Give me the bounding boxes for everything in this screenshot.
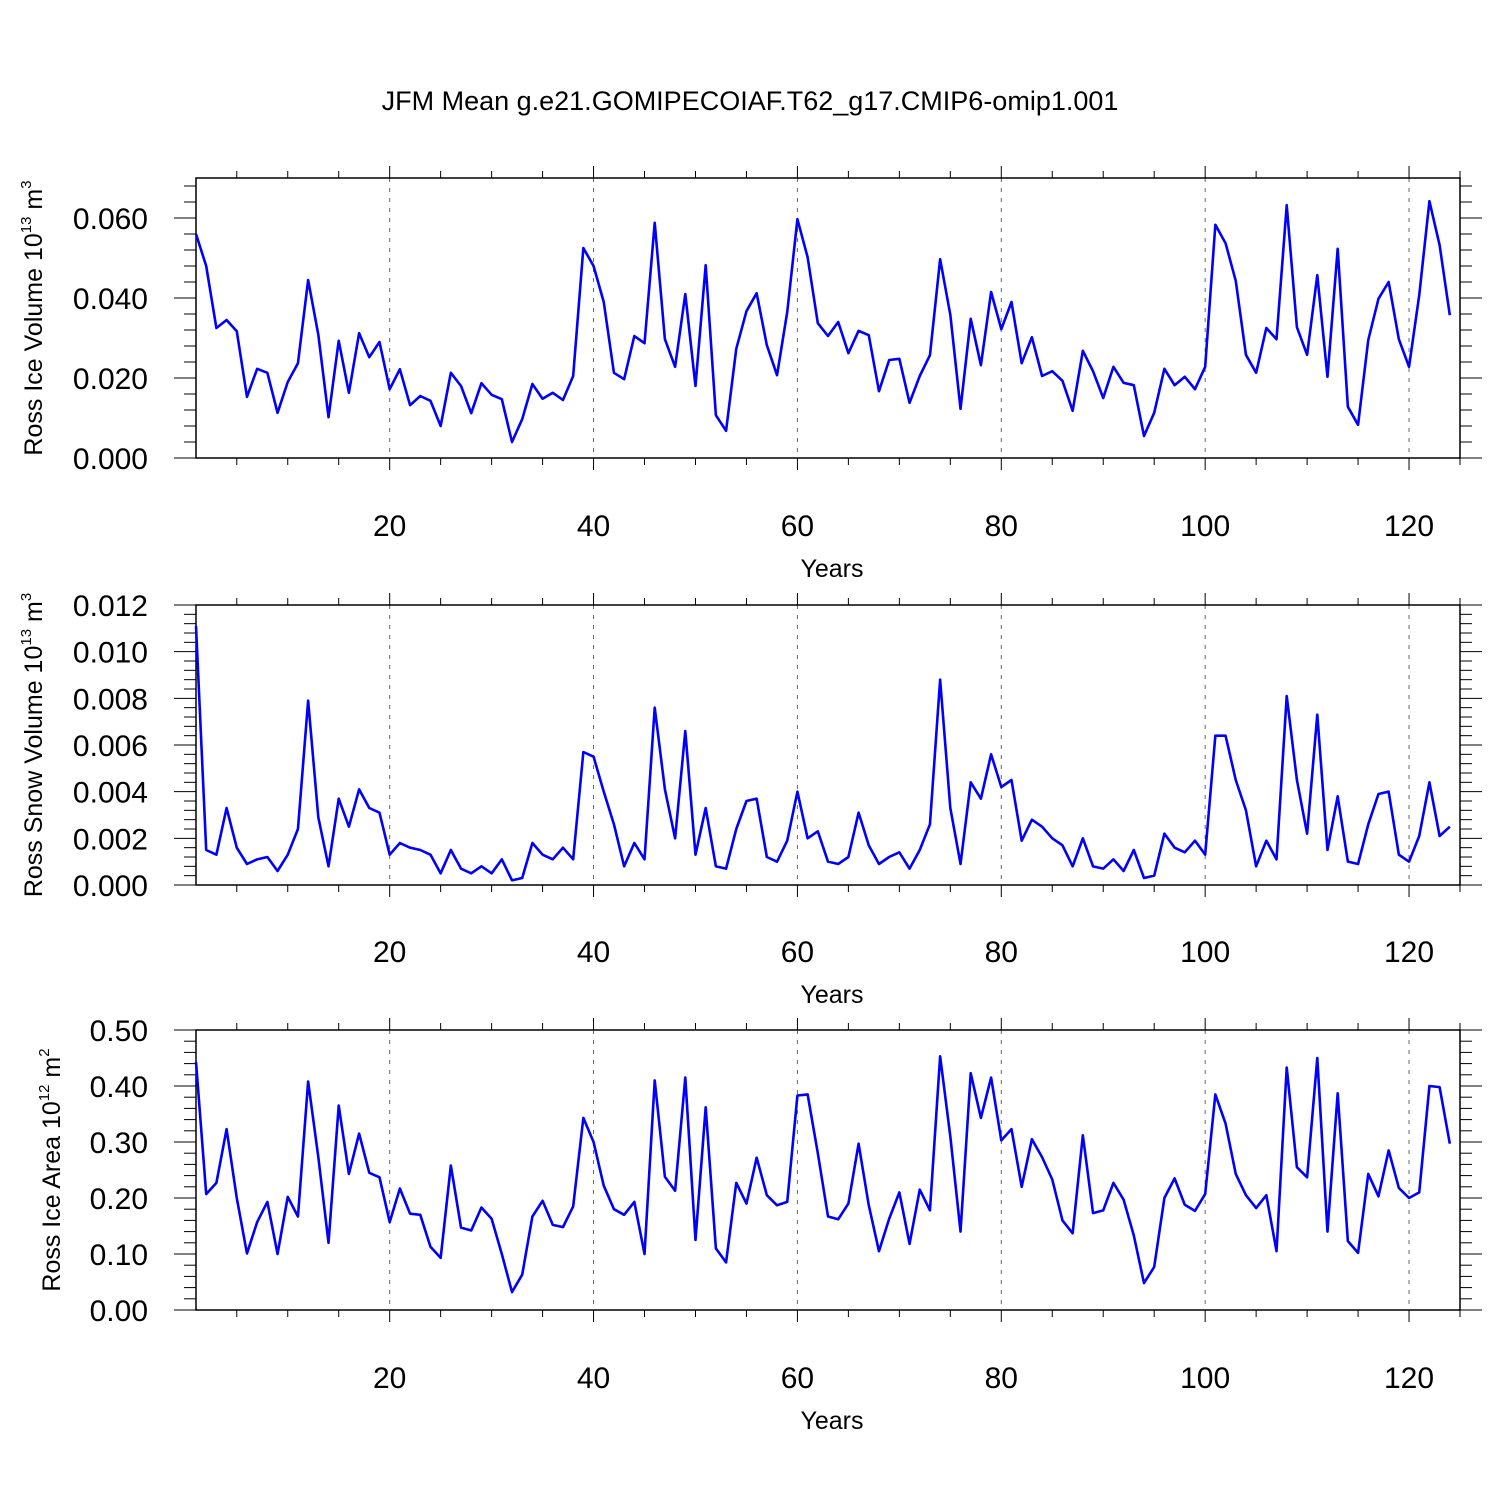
x-tick-label: 80: [985, 1362, 1018, 1395]
panel-2: 20 40 60 80 100 120 0.000 0.002 0.004 0.006 0.008 0…: [18, 590, 1482, 1009]
plot-frame: [195, 1029, 1461, 1311]
x-tick-label: 60: [781, 936, 814, 969]
y-tick-label: 0.004: [73, 777, 148, 810]
x-tick-label: 20: [373, 510, 406, 543]
y-tick-label: 0.008: [73, 683, 148, 716]
x-tick-label: 120: [1384, 936, 1434, 969]
y-tick-label: 0.020: [73, 363, 148, 396]
panel-1: 20 40 60 80 100 120 0.000 0.020 0.040 0.060 Years R…: [18, 166, 1482, 583]
x-tick-label: 120: [1384, 1362, 1434, 1395]
x-tick-label: 100: [1180, 936, 1230, 969]
x-tick-label: 40: [577, 936, 610, 969]
x-tick-label: 80: [985, 510, 1018, 543]
x-tick-label: 60: [781, 1362, 814, 1395]
y-tick-label: 0.012: [73, 590, 148, 623]
y-tick-label: 0.000: [73, 870, 148, 903]
x-tick-label: 40: [577, 1362, 610, 1395]
x-axis-label: Years: [800, 981, 863, 1009]
y-axis-label: Ross Ice Volume 1013 m3: [18, 180, 48, 455]
y-tick-label: 0.30: [90, 1127, 148, 1160]
series-line: [194, 1055, 1452, 1294]
y-tick-label: 0.040: [73, 283, 148, 316]
series-line: [194, 199, 1452, 444]
y-tick-label: 0.40: [90, 1071, 148, 1104]
x-tick-label: 120: [1384, 510, 1434, 543]
y-tick-label: 0.50: [90, 1015, 148, 1048]
y-tick-label: 0.00: [90, 1295, 148, 1328]
y-tick-label: 0.006: [73, 730, 148, 763]
y-tick-label: 0.10: [90, 1239, 148, 1272]
chart-title: JFM Mean g.e21.GOMIPECOIAF.T62_g17.CMIP6…: [381, 86, 1119, 116]
x-tick-label: 20: [373, 936, 406, 969]
x-axis-label: Years: [800, 1407, 863, 1435]
x-tick-label: 80: [985, 936, 1018, 969]
y-tick-label: 0.20: [90, 1183, 148, 1216]
x-tick-label: 20: [373, 1362, 406, 1395]
y-tick-label: 0.060: [73, 203, 148, 236]
x-tick-label: 60: [781, 510, 814, 543]
series-line: [194, 625, 1451, 882]
plot-frame: [195, 177, 1461, 459]
x-tick-label: 100: [1180, 1362, 1230, 1395]
x-tick-label: 40: [577, 510, 610, 543]
y-tick-label: 0.000: [73, 443, 148, 476]
y-axis-label: Ross Ice Area 1012 m2: [36, 1048, 66, 1291]
x-tick-label: 100: [1180, 510, 1230, 543]
y-tick-label: 0.002: [73, 823, 148, 856]
y-tick-label: 0.010: [73, 637, 148, 670]
y-axis-label: Ross Snow Volume 1013 m3: [18, 593, 48, 897]
panel-3: 20 40 60 80 100 120 0.00 0.10 0.20 0.30 0.40 0.50 Ye…: [36, 1015, 1482, 1435]
x-axis-label: Years: [800, 555, 863, 583]
